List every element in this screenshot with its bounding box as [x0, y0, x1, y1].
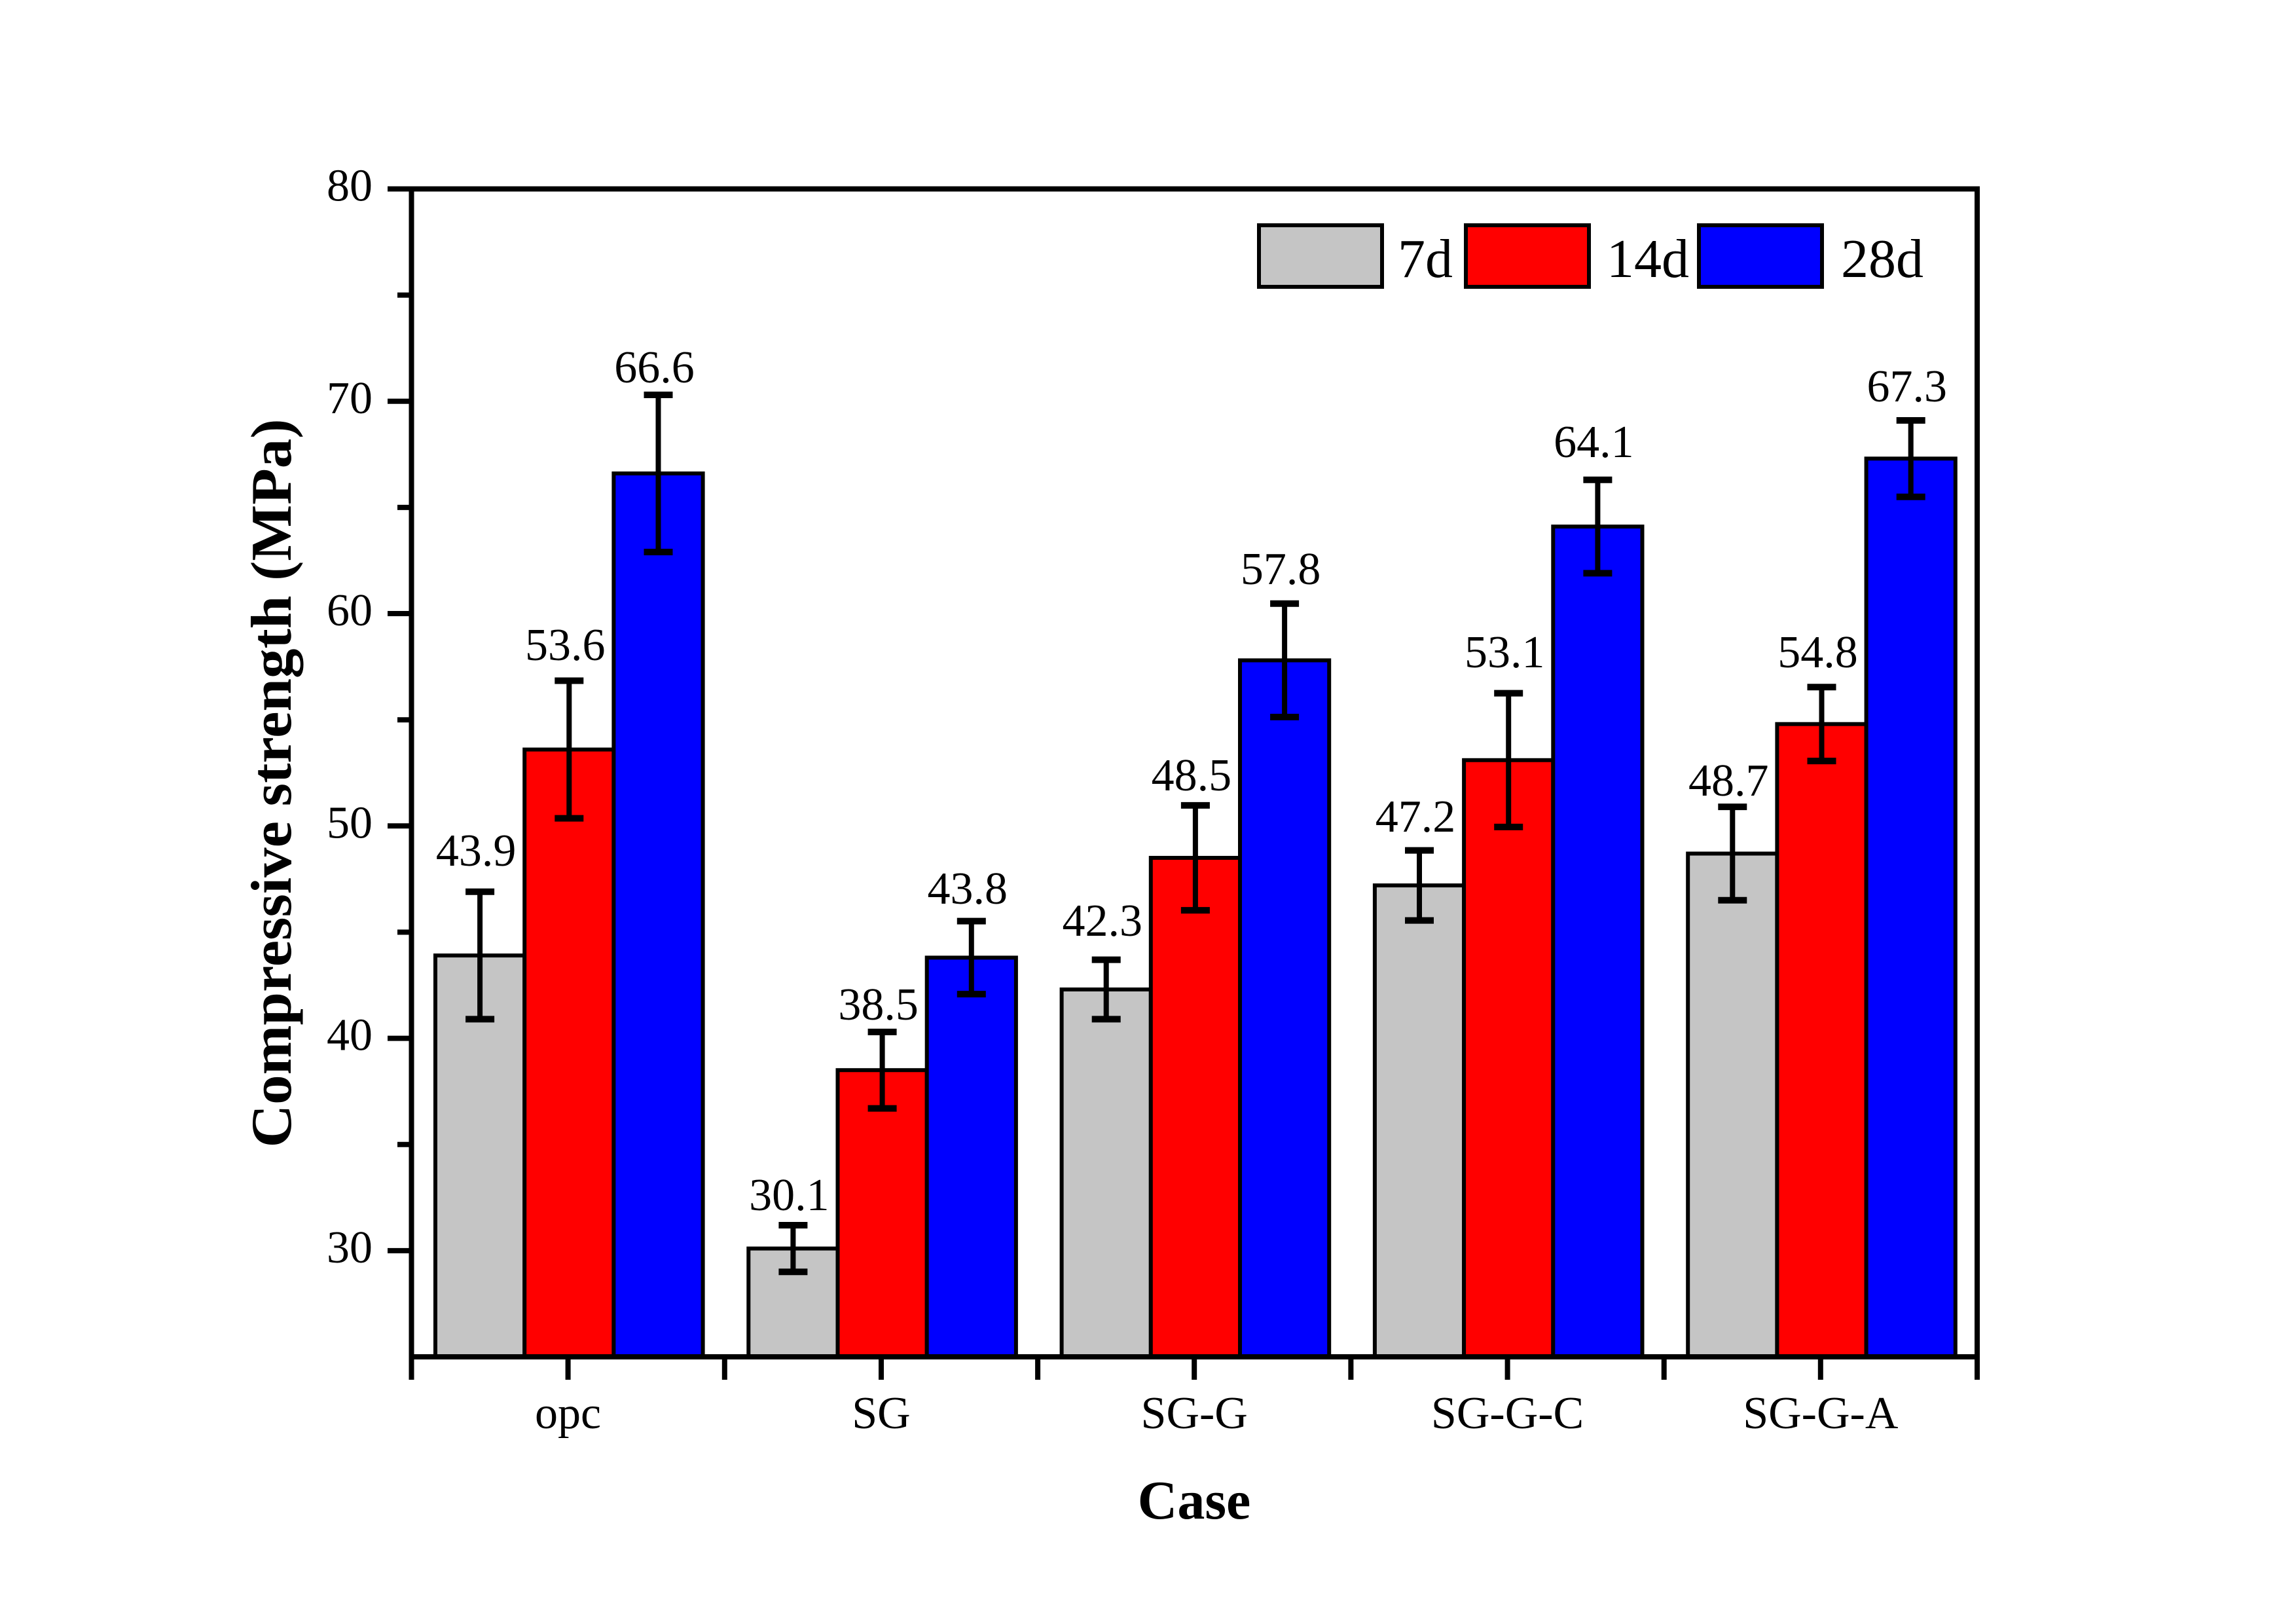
svg-text:70: 70: [327, 373, 373, 424]
svg-text:53.6: 53.6: [525, 620, 606, 671]
svg-text:48.7: 48.7: [1688, 756, 1769, 806]
svg-text:64.1: 64.1: [1554, 417, 1634, 468]
svg-text:80: 80: [327, 161, 373, 212]
svg-text:42.3: 42.3: [1062, 896, 1142, 946]
svg-text:66.6: 66.6: [614, 342, 695, 393]
svg-text:54.8: 54.8: [1777, 627, 1858, 678]
svg-text:SG: SG: [852, 1388, 910, 1439]
svg-text:50: 50: [327, 798, 373, 848]
svg-text:Compressive strength (MPa): Compressive strength (MPa): [240, 419, 304, 1148]
svg-text:30.1: 30.1: [749, 1170, 829, 1221]
svg-text:28d: 28d: [1841, 229, 1923, 289]
svg-text:7d: 7d: [1398, 229, 1453, 289]
svg-text:opc: opc: [535, 1388, 601, 1439]
svg-text:67.3: 67.3: [1867, 361, 1947, 412]
svg-text:53.1: 53.1: [1465, 627, 1545, 678]
svg-text:Case: Case: [1138, 1470, 1251, 1531]
svg-text:30: 30: [327, 1223, 373, 1273]
svg-text:40: 40: [327, 1010, 373, 1061]
svg-text:38.5: 38.5: [838, 980, 919, 1030]
svg-text:14d: 14d: [1607, 229, 1689, 289]
svg-text:SG-G: SG-G: [1141, 1388, 1248, 1439]
svg-text:48.5: 48.5: [1152, 750, 1232, 801]
svg-text:60: 60: [327, 585, 373, 636]
svg-text:43.9: 43.9: [436, 826, 517, 876]
svg-text:43.8: 43.8: [928, 864, 1008, 914]
svg-text:SG-G-C: SG-G-C: [1431, 1388, 1584, 1439]
svg-text:57.8: 57.8: [1241, 544, 1321, 595]
svg-text:47.2: 47.2: [1376, 792, 1456, 842]
svg-text:SG-G-A: SG-G-A: [1743, 1388, 1899, 1439]
